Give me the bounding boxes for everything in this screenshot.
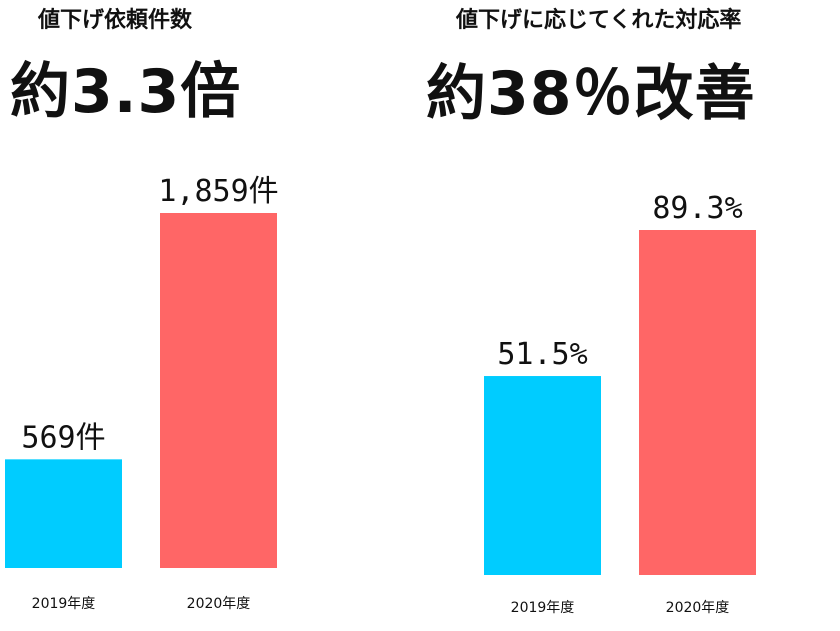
- chart-panel-acceptance-rate: 値下げに応じてくれた対応率 約38％改善 51.5% 2019年度 89.3% 202…: [420, 0, 840, 631]
- x-tick-label: 2020年度: [666, 600, 730, 616]
- bar-chart-request-count: 569件 2019年度 1,859件 2020年度: [5, 174, 279, 612]
- bar-first: [484, 376, 601, 575]
- chart-title: 値下げ依頼件数: [38, 8, 193, 33]
- data-label: 1,859件: [158, 174, 278, 209]
- chart-headline: 約3.3倍: [10, 57, 242, 127]
- data-label: 569件: [21, 420, 105, 455]
- bar-first: [5, 459, 122, 568]
- chart-title: 値下げに応じてくれた対応率: [456, 8, 742, 33]
- chart-panel-request-count: 値下げ依頼件数 約3.3倍 569件 2019年度 1,859件 2020年度: [5, 8, 279, 612]
- data-label: 89.3%: [652, 191, 742, 226]
- bar-chart-acceptance-rate: 51.5% 2019年度 89.3% 2020年度: [484, 191, 756, 616]
- x-tick-label: 2020年度: [187, 596, 251, 612]
- bar-second: [160, 213, 277, 568]
- data-label: 51.5%: [497, 337, 587, 372]
- x-tick-label: 2019年度: [511, 600, 575, 616]
- bar-second: [639, 230, 756, 575]
- chart-headline: 約38％改善: [426, 59, 756, 129]
- x-tick-label: 2019年度: [32, 596, 96, 612]
